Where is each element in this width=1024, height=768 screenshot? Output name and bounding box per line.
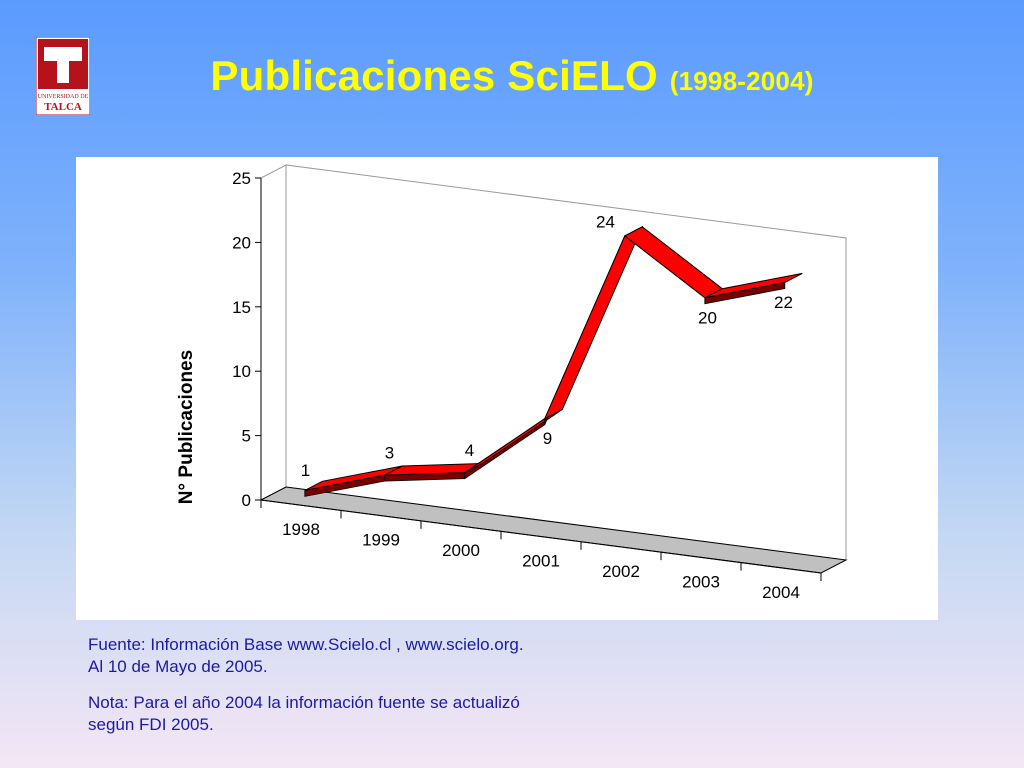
chart-panel: 0 5 10 15 20 25 1998 1999 2000 2001 2002 2003 2004 1… <box>76 157 938 620</box>
chart-axes: 0 5 10 15 20 25 1998 1999 2000 2001 2002 2003 2004 <box>232 169 822 602</box>
university-logo: UNIVERSIDAD DE TALCA <box>35 36 91 116</box>
chart-series <box>304 225 803 497</box>
data-label: 22 <box>774 293 793 312</box>
y-tick-label: 0 <box>242 491 251 510</box>
chart-frame <box>259 164 848 574</box>
x-tick-label: 1999 <box>362 531 400 550</box>
y-tick-label: 10 <box>232 362 251 381</box>
x-tick-label: 2000 <box>442 541 480 560</box>
source-note: Fuente: Información Base www.Scielo.cl ,… <box>88 635 524 676</box>
y-tick-label: 20 <box>232 233 251 252</box>
side-wall <box>260 164 287 501</box>
data-label: 20 <box>698 308 717 327</box>
page-title: Publicaciones SciELO (1998-2004) <box>0 52 1024 100</box>
title-main: Publicaciones SciELO <box>210 52 658 99</box>
title-sub: (1998-2004) <box>669 66 814 96</box>
data-label: 24 <box>596 212 615 231</box>
y-tick-label: 5 <box>242 427 251 446</box>
logo-line1: UNIVERSIDAD DE <box>38 94 89 100</box>
x-tick-label: 2003 <box>682 572 720 591</box>
data-label: 1 <box>301 461 310 480</box>
x-tick-label: 2002 <box>602 562 640 581</box>
y-tick-label: 25 <box>232 169 251 188</box>
y-tick-label: 15 <box>232 298 251 317</box>
data-label: 9 <box>543 429 552 448</box>
series-segment <box>704 272 803 299</box>
x-axis-line <box>260 499 822 574</box>
x-tick-label: 1998 <box>282 520 320 539</box>
data-label: 4 <box>465 441 474 460</box>
chart-svg: 0 5 10 15 20 25 1998 1999 2000 2001 2002 2003 2004 1… <box>176 164 848 602</box>
x-tick-label: 2001 <box>522 552 560 571</box>
x-tick-label: 2004 <box>762 583 800 602</box>
logo-line2: TALCA <box>44 101 82 113</box>
data-label: 3 <box>385 444 394 463</box>
update-note: Nota: Para el año 2004 la información fu… <box>88 693 520 734</box>
y-axis-label: N° Publicaciones <box>176 350 197 504</box>
chart-labels: 1 3 4 9 24 20 22 <box>301 212 793 480</box>
